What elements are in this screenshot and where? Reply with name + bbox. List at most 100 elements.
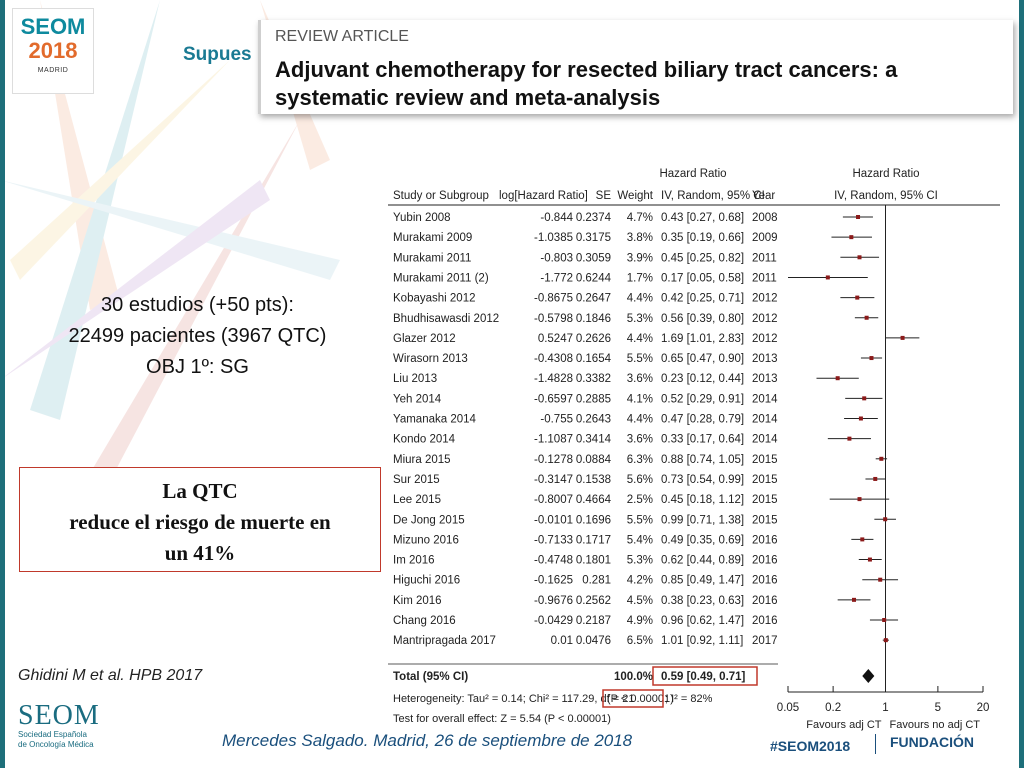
study-name: Yeh 2014	[393, 393, 442, 405]
study-year: 2011	[752, 252, 777, 264]
study-year: 2015	[752, 494, 778, 506]
study-point	[864, 315, 869, 320]
study-log-hr: -0.3147	[534, 474, 573, 486]
study-name: Kondo 2014	[393, 434, 456, 446]
study-point	[869, 356, 874, 361]
forest-plot: Hazard Ratio Hazard Ratio Study or Subgr…	[383, 161, 1005, 733]
study-ci: 0.47 [0.28, 0.79]	[661, 414, 744, 426]
study-log-hr: -0.1278	[534, 454, 573, 466]
study-name: Glazer 2012	[393, 333, 456, 345]
heterogeneity-a: Heterogeneity: Tau² = 0.14; Chi² = 117.2…	[393, 693, 634, 705]
study-weight: 5.4%	[627, 534, 653, 546]
study-se: 0.0884	[576, 454, 612, 466]
study-year: 2012	[752, 313, 778, 325]
seom-logo-sub2: de Oncología Médica	[18, 740, 94, 749]
study-log-hr: -1.4828	[534, 373, 573, 385]
study-point	[862, 396, 867, 401]
heterogeneity-p: (P < 0.00001)	[607, 693, 674, 705]
study-se: 0.1696	[576, 514, 611, 526]
study-weight: 2.5%	[627, 494, 653, 506]
study-year: 2016	[752, 534, 778, 546]
study-se: 0.2374	[576, 212, 612, 224]
study-se: 0.3414	[576, 434, 612, 446]
study-year: 2015	[752, 474, 778, 486]
study-point	[883, 638, 888, 643]
study-log-hr: 0.5247	[538, 333, 573, 345]
study-year: 2016	[752, 615, 778, 627]
study-log-hr: -1.1087	[534, 434, 573, 446]
study-se: 0.1801	[576, 555, 611, 567]
study-point	[879, 456, 884, 461]
study-weight: 5.3%	[627, 555, 653, 567]
study-weight: 4.1%	[627, 393, 653, 405]
study-se: 0.1538	[576, 474, 611, 486]
study-name: Murakami 2011	[393, 252, 471, 264]
study-log-hr: -0.755	[540, 414, 573, 426]
study-weight: 4.5%	[627, 595, 653, 607]
study-point	[878, 577, 883, 582]
result-line: reduce el riesgo de muerte en	[69, 510, 331, 534]
study-weight: 3.8%	[627, 232, 653, 244]
footer-separator	[875, 734, 876, 754]
overall-effect: Test for overall effect: Z = 5.54 (P < 0…	[393, 713, 611, 725]
study-ci: 0.65 [0.47, 0.90]	[661, 353, 744, 365]
study-se: 0.0476	[576, 635, 611, 647]
study-log-hr: 0.01	[551, 635, 573, 647]
study-log-hr: -0.8675	[534, 293, 573, 305]
author-footer: Mercedes Salgado. Madrid, 26 de septiemb…	[222, 731, 633, 750]
study-point	[867, 557, 872, 562]
study-name: Kobayashi 2012	[393, 293, 475, 305]
study-year: 2014	[752, 393, 778, 405]
right-accent-stripe	[1019, 0, 1024, 768]
study-point	[835, 376, 840, 381]
col-weight: Weight	[617, 190, 653, 202]
x-axis-tick-label: 5	[935, 702, 941, 714]
study-ci: 0.33 [0.17, 0.64]	[661, 434, 744, 446]
study-name: Chang 2016	[393, 615, 456, 627]
study-se: 0.2626	[576, 333, 611, 345]
study-point	[873, 476, 878, 481]
header-hazard-ratio: Hazard Ratio	[659, 168, 726, 180]
study-name: Miura 2015	[393, 454, 451, 466]
study-se: 0.2647	[576, 293, 611, 305]
study-log-hr: -1.0385	[534, 232, 573, 244]
study-year: 2016	[752, 575, 778, 587]
study-weight: 3.9%	[627, 252, 653, 264]
study-log-hr: -0.8007	[534, 494, 573, 506]
study-se: 0.3175	[576, 232, 611, 244]
study-log-hr: -0.1625	[534, 575, 573, 587]
study-year: 2011	[752, 272, 777, 284]
seom-2018-logo: SEOM 2018 MADRID	[12, 8, 94, 94]
study-ci: 0.42 [0.25, 0.71]	[661, 293, 744, 305]
col-year: Year	[752, 190, 775, 202]
study-weight: 5.5%	[627, 514, 653, 526]
study-log-hr: -0.844	[540, 212, 573, 224]
study-name: Murakami 2011 (2)	[393, 272, 489, 284]
study-log-hr: -0.0429	[534, 615, 573, 627]
study-point	[883, 517, 888, 522]
article-title: Adjuvant chemotherapy for resected bilia…	[275, 57, 898, 110]
total-diamond	[862, 669, 875, 683]
total-ci: 0.59 [0.49, 0.71]	[661, 671, 746, 683]
total-label: Total (95% CI)	[393, 671, 468, 683]
logo-line2: 2018	[28, 38, 78, 63]
col-se: SE	[596, 190, 612, 202]
study-name: Liu 2013	[393, 373, 437, 385]
study-log-hr: -0.5798	[534, 313, 573, 325]
study-line: 22499 pacientes (3967 QTC)	[68, 325, 327, 347]
study-log-hr: -0.803	[540, 252, 573, 264]
study-log-hr: -0.0101	[534, 514, 573, 526]
study-year: 2016	[752, 595, 778, 607]
heterogeneity-b: ; I² = 82%	[665, 693, 713, 705]
study-se: 0.4664	[576, 494, 612, 506]
study-ci: 0.45 [0.25, 0.82]	[661, 252, 744, 264]
study-point	[857, 497, 862, 502]
study-name: Yamanaka 2014	[393, 414, 477, 426]
study-log-hr: -0.4308	[534, 353, 573, 365]
study-weight: 5.5%	[627, 353, 653, 365]
study-point	[857, 255, 862, 260]
study-log-hr: -0.6597	[534, 393, 573, 405]
study-ci: 0.43 [0.27, 0.68]	[661, 212, 744, 224]
study-se: 0.2187	[576, 615, 611, 627]
x-axis-tick-label: 0.2	[825, 702, 841, 714]
